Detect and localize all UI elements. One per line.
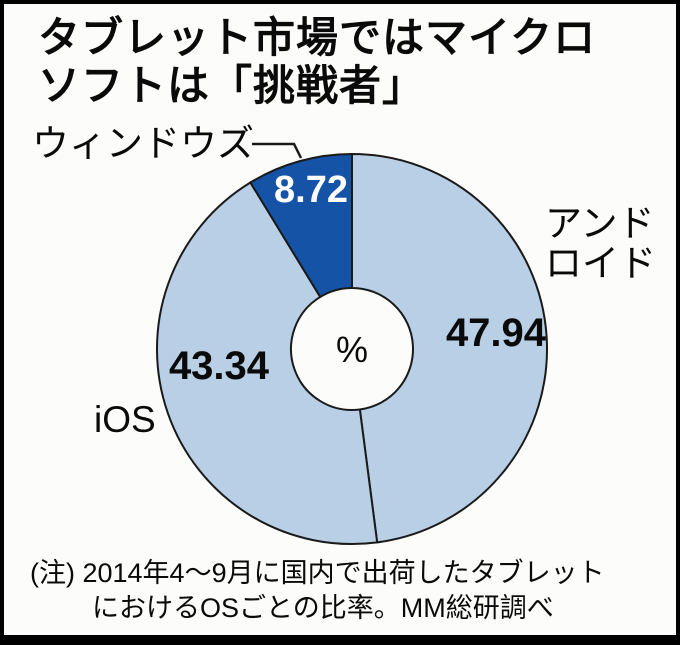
pie-slice-android — [351, 152, 548, 544]
pie-slice-ios — [156, 181, 379, 545]
pie-slices — [156, 152, 548, 545]
donut-chart: ウィンドウズ 8.72 アンド ロイド 47.94 43.34 iOS % — [32, 123, 656, 545]
label-ios: iOS — [94, 399, 156, 440]
label-android-line1: アンド — [545, 203, 655, 244]
chart-title-line1: タブレット市場ではマイクロ — [38, 14, 597, 61]
chart-title-line2: ソフトは「挑戦者」 — [38, 62, 426, 110]
center-percent-label: % — [336, 329, 368, 370]
value-ios: 43.34 — [169, 344, 270, 388]
value-windows: 8.72 — [274, 169, 348, 211]
label-android-line2: ロイド — [545, 243, 656, 284]
pie-slice-windows — [249, 152, 353, 299]
footnote-line1: (注) 2014年4〜9月に国内で出荷したタブレット — [30, 558, 605, 588]
label-windows: ウィンドウズ — [32, 123, 254, 164]
windows-leader-line — [252, 142, 303, 159]
chart-title: タブレット市場ではマイクロ ソフトは「挑戦者」 — [38, 14, 596, 111]
value-android: 47.94 — [446, 311, 547, 355]
footnote-line2: におけるOSごとの比率。MM総研調べ — [92, 592, 554, 623]
footnote: (注) 2014年4〜9月に国内で出荷したタブレット におけるOSごとの比率。M… — [30, 556, 605, 625]
